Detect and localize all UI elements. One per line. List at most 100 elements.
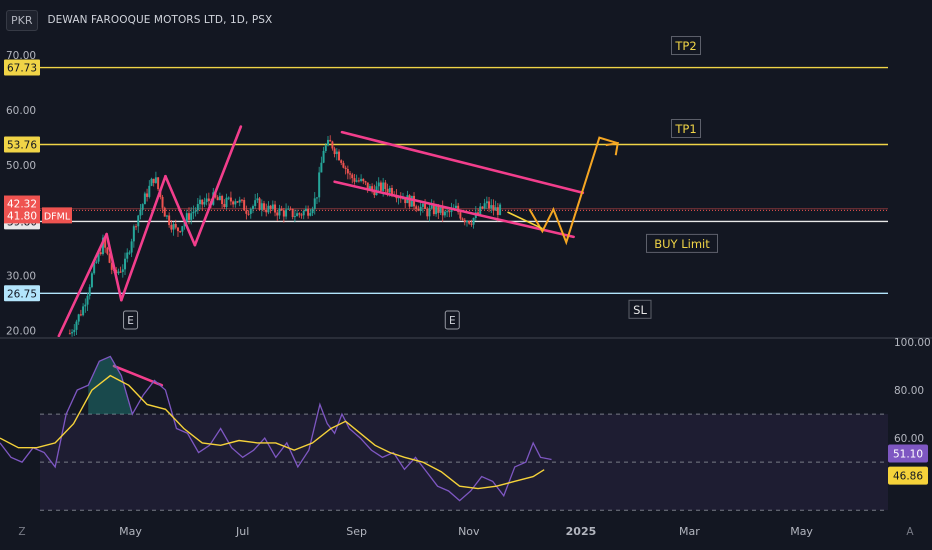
candle-body [124,258,127,270]
candle-body [346,169,349,174]
candle-body [404,198,407,204]
candle-body [485,201,488,204]
candle-body [68,333,71,335]
rsi-tick-label: 60.00 [894,433,924,445]
candle-body [161,196,164,208]
candle-body [271,204,274,209]
candle-body [93,262,96,274]
level-price-badge [4,285,40,302]
candle-body [267,205,270,213]
candle-body [97,252,100,262]
level-label: SL [633,303,647,317]
candle-body [263,203,266,210]
candle-body [227,197,230,199]
currency-badge[interactable]: PKR [6,9,38,31]
candle-body [205,198,208,203]
candle-body [247,213,250,215]
candle-body [432,205,435,215]
candle-body [388,187,391,193]
candle-body [152,178,155,183]
earnings-marker-text: E [449,315,456,327]
candle-body [121,269,124,272]
candle-body [461,218,464,220]
candle-body [229,197,232,202]
price-tick-label: 30.00 [6,270,36,282]
candle-body [342,162,345,168]
level-price-text: 53.76 [7,139,37,151]
level-label: BUY Limit [654,237,710,251]
price-tick-label: 70.00 [6,50,36,62]
level-label-box [646,233,718,253]
candle-body [379,182,382,191]
candle-body [384,182,387,190]
candle-body [496,207,499,215]
candle-body [426,208,429,217]
candle-body [454,205,457,209]
symbol-tag [42,207,72,224]
candle-body [349,173,352,175]
earnings-marker-text: E [127,315,134,327]
candle-body [490,205,493,209]
time-tick-label: May [119,525,142,538]
level-label-box [628,299,652,319]
price-tick-label: 50.00 [6,160,36,172]
candle-body [236,201,239,203]
candle-body [130,241,133,253]
price-badge-text: 41.80 [7,210,37,222]
candle-body [282,210,285,217]
candle-body [494,207,497,211]
candle-body [132,226,135,242]
candle-body [402,198,405,200]
earnings-marker [123,310,139,330]
price-tick-label: 60.00 [6,105,36,117]
candle-body [289,208,292,210]
candle-body [309,213,312,216]
rsi-value-badge [888,466,928,485]
candle-body [417,208,420,211]
candle-body [311,208,314,214]
time-tick-label: Mar [679,525,700,538]
candle-body [324,145,327,151]
time-tick-label: 2025 [566,525,597,538]
candle-body [499,204,502,215]
candle-body [300,214,303,216]
candle-body [117,271,120,274]
rsi-pane [0,355,888,511]
candle-body [84,304,87,307]
candle-body [470,223,473,225]
candle-body [86,295,89,305]
candle-body [192,211,195,214]
candle-body [443,211,446,216]
candle-body [488,201,491,209]
candle-body [315,197,318,199]
candle-body [479,206,482,215]
candle-body [150,178,153,186]
candle-body [82,306,85,316]
candle-body [481,206,484,209]
candle-body [364,181,367,183]
candle-body [265,209,268,213]
candle-body [104,237,107,248]
candle-body [386,189,389,193]
candle-body [128,252,131,254]
candle-body [172,224,175,230]
candle-body [441,206,444,216]
time-axis: May Jul Sep Nov 2025 Mar May Z A [18,525,914,538]
level-price-badge [4,136,40,153]
projection-arrowhead [605,141,619,156]
candle-body [176,227,179,232]
rsi-value-text: 46.86 [893,471,923,483]
earnings-marker [444,310,460,330]
candle-body [483,203,486,209]
candle-body [360,178,363,182]
candle-body [331,141,334,149]
candle-body [165,215,168,217]
candle-body [187,213,190,220]
candle-body [371,186,374,190]
candle-body [357,180,360,182]
rsi-value-badge [888,444,928,463]
candles [68,135,502,337]
candle-body [137,215,140,227]
